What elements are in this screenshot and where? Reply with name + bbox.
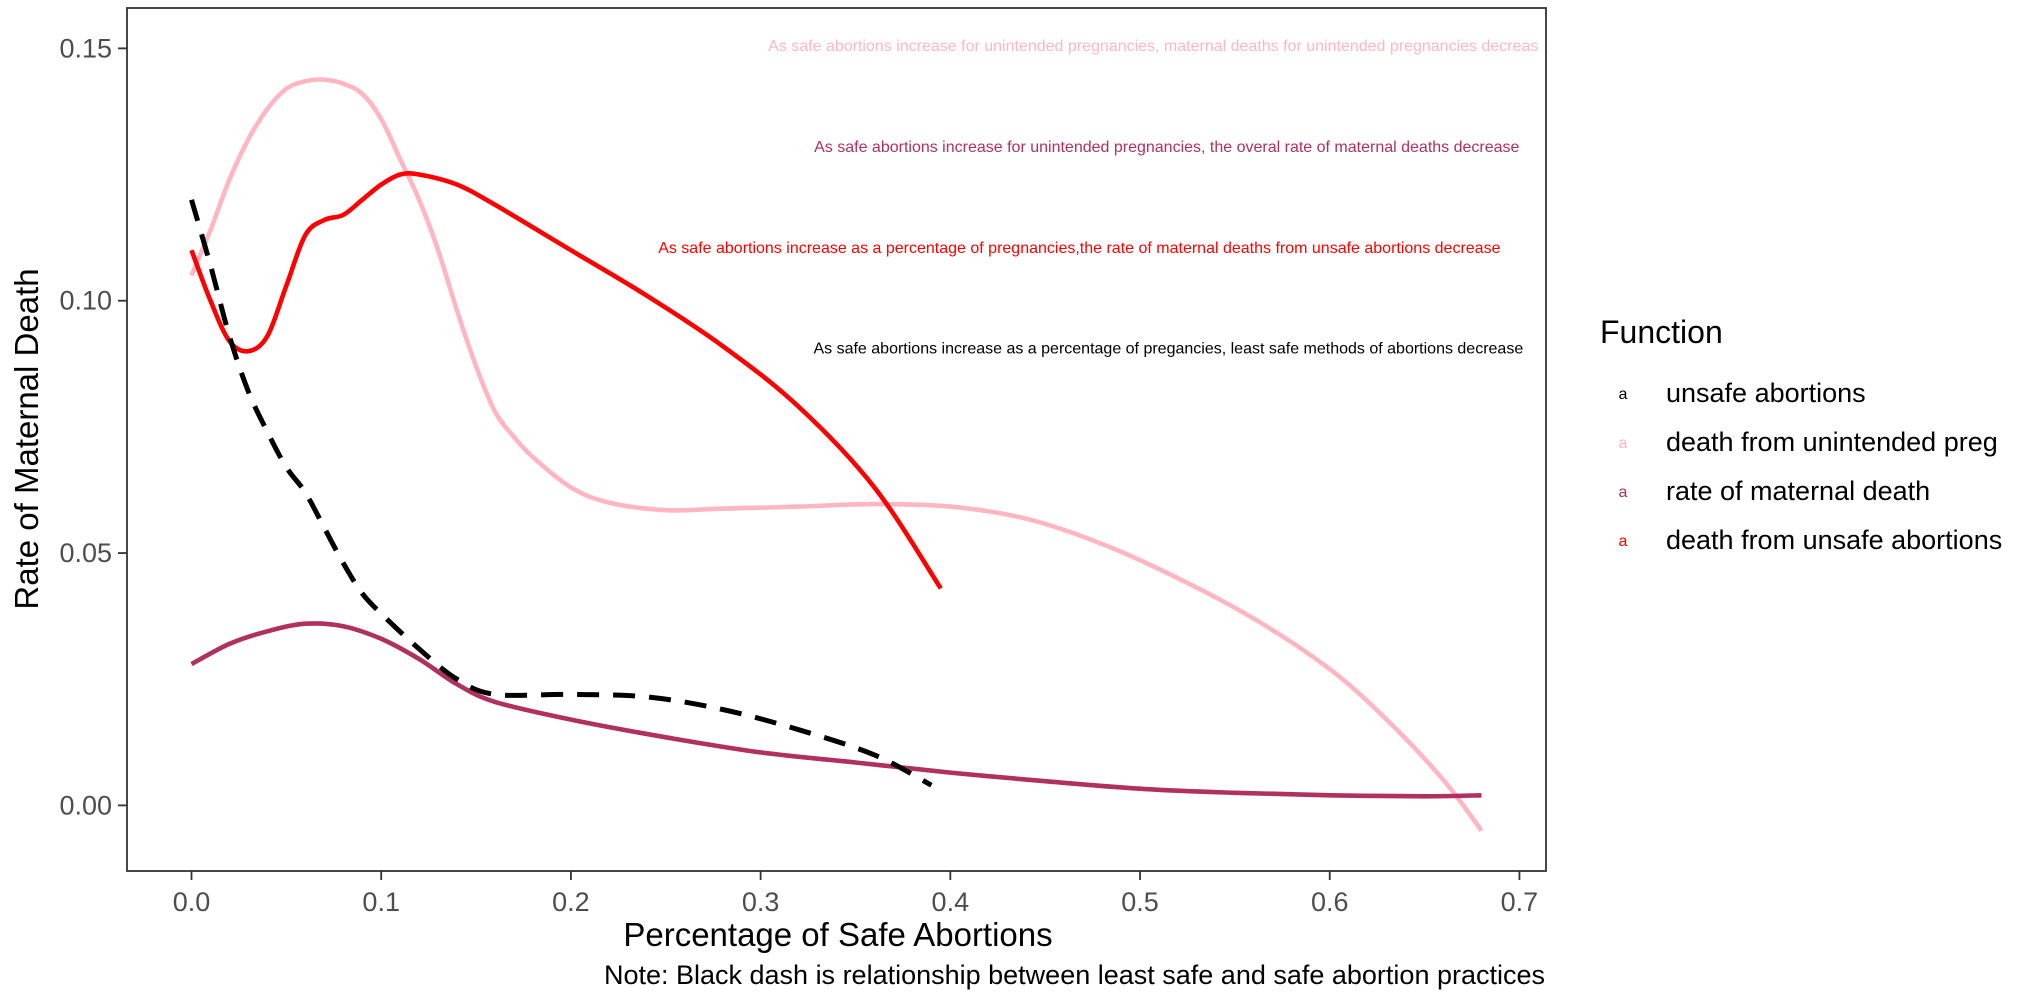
x-tick-label: 0.7 xyxy=(1501,887,1539,917)
legend-entry-label: rate of maternal death xyxy=(1666,476,1930,506)
x-tick-label: 0.4 xyxy=(932,887,970,917)
annotation-text: As safe abortions increase as a percenta… xyxy=(658,240,1500,257)
y-tick-label: 0.15 xyxy=(59,33,112,63)
legend-title: Function xyxy=(1600,314,1723,350)
series-line-death-from-unintended-preg xyxy=(189,77,1484,832)
y-tick-label: 0.00 xyxy=(59,790,112,820)
series-layer xyxy=(189,77,1484,832)
y-axis-title: Rate of Maternal Death xyxy=(8,268,45,609)
y-tick-label: 0.10 xyxy=(59,286,112,316)
plot-panel-border xyxy=(126,7,1547,872)
x-tick-label: 0.3 xyxy=(742,887,780,917)
y-tick-label: 0.05 xyxy=(59,538,112,568)
annotation-text: As safe abortions increase for unintende… xyxy=(768,38,1538,55)
legend-entry-label: unsafe abortions xyxy=(1666,378,1866,408)
axes-layer: 0.0 0.1 0.2 0.3 0.4 0.5 0.6 0.7 0.00 0.05 0.10 0.15 xyxy=(59,7,1547,917)
x-tick-label: 0.5 xyxy=(1121,887,1159,917)
chart-caption: Note: Black dash is relationship between… xyxy=(604,960,1545,990)
legend-entry-label: death from unsafe abortions xyxy=(1666,525,2002,555)
legend-key-glyph: a xyxy=(1619,386,1628,403)
annotation-text: As safe abortions increase as a percenta… xyxy=(813,341,1523,358)
x-tick-label: 0.6 xyxy=(1311,887,1349,917)
legend-key-glyph: a xyxy=(1619,435,1628,452)
x-axis-title: Percentage of Safe Abortions xyxy=(623,916,1052,953)
legend-key-glyph: a xyxy=(1619,484,1628,501)
series-line-rate-of-maternal-death xyxy=(190,621,1482,799)
series-line-death-from-unsafe-abortions xyxy=(189,171,943,590)
annotation-text: As safe abortions increase for unintende… xyxy=(814,139,1519,156)
x-tick-label: 0.1 xyxy=(362,887,400,917)
legend-entry-label: death from unintended preg xyxy=(1666,427,1998,457)
series-line-unsafe-abortions xyxy=(189,199,933,788)
annotations-layer: As safe abortions increase for unintende… xyxy=(658,38,1538,358)
legend: Function a unsafe abortions a death from uni… xyxy=(1600,314,2002,555)
x-tick-label: 0.0 xyxy=(173,887,211,917)
x-tick-label: 0.2 xyxy=(552,887,590,917)
legend-key-glyph: a xyxy=(1619,533,1628,550)
